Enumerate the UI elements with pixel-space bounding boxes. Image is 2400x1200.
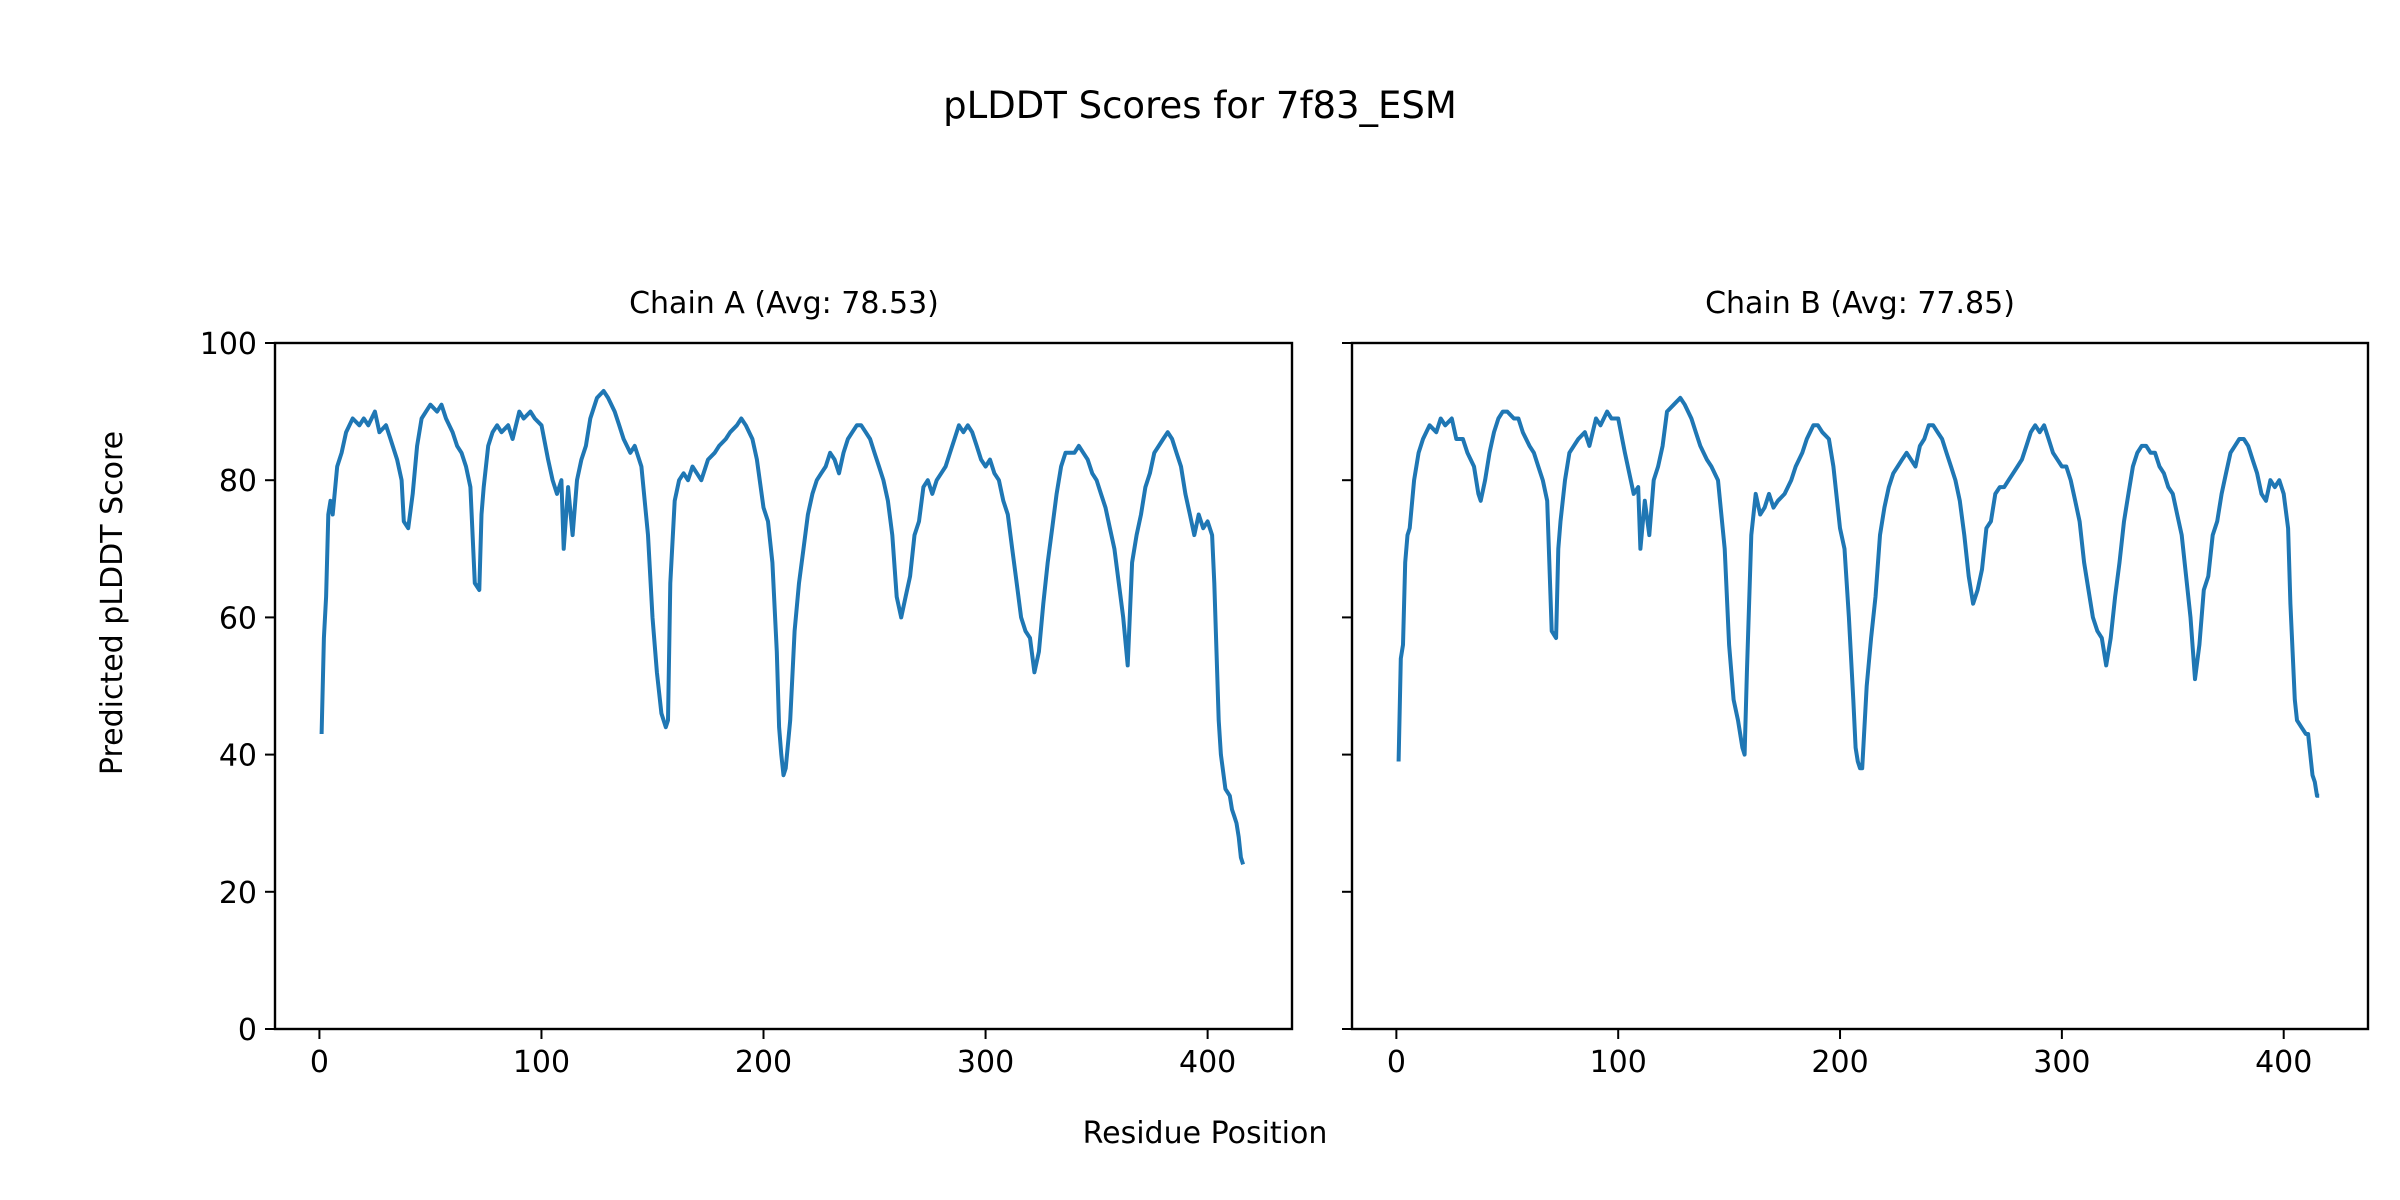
plot-area-chain-b: [1350, 341, 2370, 1031]
tick-group-chain-a: 0 100 200 300 400 0 20 40 60 80 100: [200, 327, 1237, 1080]
chart-panel-chain-b: Chain B (Avg: 77.85) 0 100 200 300 400: [1342, 286, 2370, 1080]
series-line-chain-b: [1396, 395, 2320, 798]
x-tick-label-chain-b: 400: [2255, 1045, 2312, 1080]
x-tick-label-chain-a: 300: [957, 1045, 1014, 1080]
figure-y-label: Predicted pLDDT Score: [95, 431, 130, 775]
chart-panel-chain-a: Chain A (Avg: 78.53) 0 100 200 300 400 0 20 40 6…: [200, 286, 1294, 1080]
y-tick-label-chain-a: 0: [238, 1013, 257, 1048]
x-tick-label-chain-a: 400: [1179, 1045, 1236, 1080]
x-tick-label-chain-b: 0: [1387, 1045, 1406, 1080]
y-tick-label-chain-a: 20: [219, 876, 257, 911]
y-tick-label-chain-a: 60: [219, 601, 257, 636]
panel-title-chain-b: Chain B (Avg: 77.85): [1705, 286, 2015, 321]
y-tick-label-chain-a: 100: [200, 327, 257, 362]
line-group-chain-a: [319, 389, 1246, 866]
x-tick-label-chain-b: 100: [1590, 1045, 1647, 1080]
figure-x-label: Residue Position: [1083, 1116, 1328, 1151]
plot-area-chain-a: [273, 341, 1294, 1031]
figure-title: pLDDT Scores for 7f83_ESM: [943, 84, 1457, 127]
x-tick-label-chain-b: 200: [1811, 1045, 1868, 1080]
panel-title-chain-a: Chain A (Avg: 78.53): [629, 286, 939, 321]
y-tick-label-chain-a: 40: [219, 739, 257, 774]
x-tick-label-chain-a: 200: [735, 1045, 792, 1080]
tick-group-chain-b: 0 100 200 300 400: [1342, 342, 2312, 1080]
series-line-chain-a: [319, 389, 1246, 866]
x-tick-label-chain-a: 0: [310, 1045, 329, 1080]
y-tick-label-chain-a: 80: [219, 464, 257, 499]
x-tick-label-chain-b: 300: [2033, 1045, 2090, 1080]
line-group-chain-b: [1396, 395, 2320, 798]
x-tick-label-chain-a: 100: [513, 1045, 570, 1080]
